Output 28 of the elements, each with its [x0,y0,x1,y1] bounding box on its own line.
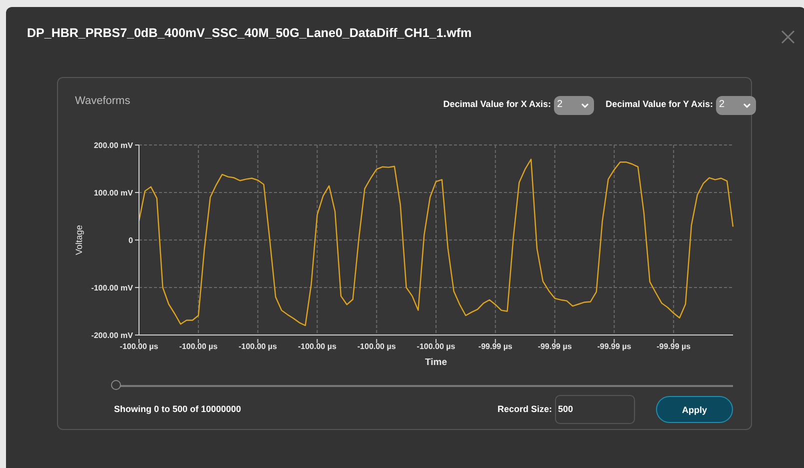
text: Showing 0 to 500 of 10000000 [114,404,242,414]
x-tick-label: -99.99 µs [478,342,513,351]
line-series [138,158,734,326]
x-tick-label: -99.99 µs [597,342,632,351]
x-tick-label: -100.00 µs [298,342,337,351]
text: Record Size: [497,404,552,414]
y-tick-label: 200.00 mV [94,140,134,150]
y-tick-label: 0 [128,236,134,245]
x-tick-label: -100.00 µs [416,342,456,351]
chart-title: DP_HBR_PRBS7_0dB_400mV_SSC_40M_50G_Lane0_DataDiff_CH1_1.wfm [27,26,472,40]
x-tick-label: -99.99 µs [538,342,572,351]
dropdown: 2 [716,96,756,115]
text: Decimal Value for Y Axis: [606,99,713,109]
dropdown: 2 [554,96,594,115]
y-tick-label: -100.00 mV [91,283,134,292]
button: Apply [656,396,733,423]
y-axis-title: Voltage [74,224,84,256]
x-tick-label: -100.00 µs [238,342,278,351]
x-axis-title: Time [424,357,448,368]
x-tick-label: -99.99 µs [656,342,692,351]
x-tick-label: -100.00 µs [179,342,218,351]
x-tick-label: -100.00 µs [357,342,396,351]
text-field: 500 [555,395,635,424]
y-tick-label: -200.00 mV [91,330,134,340]
y-tick-label: 100.00 mV [94,188,134,198]
x-tick-label: -100.00 µs [120,342,159,351]
text: Decimal Value for X Axis: [443,99,551,109]
chart-subtitle: Waveforms [75,95,130,107]
